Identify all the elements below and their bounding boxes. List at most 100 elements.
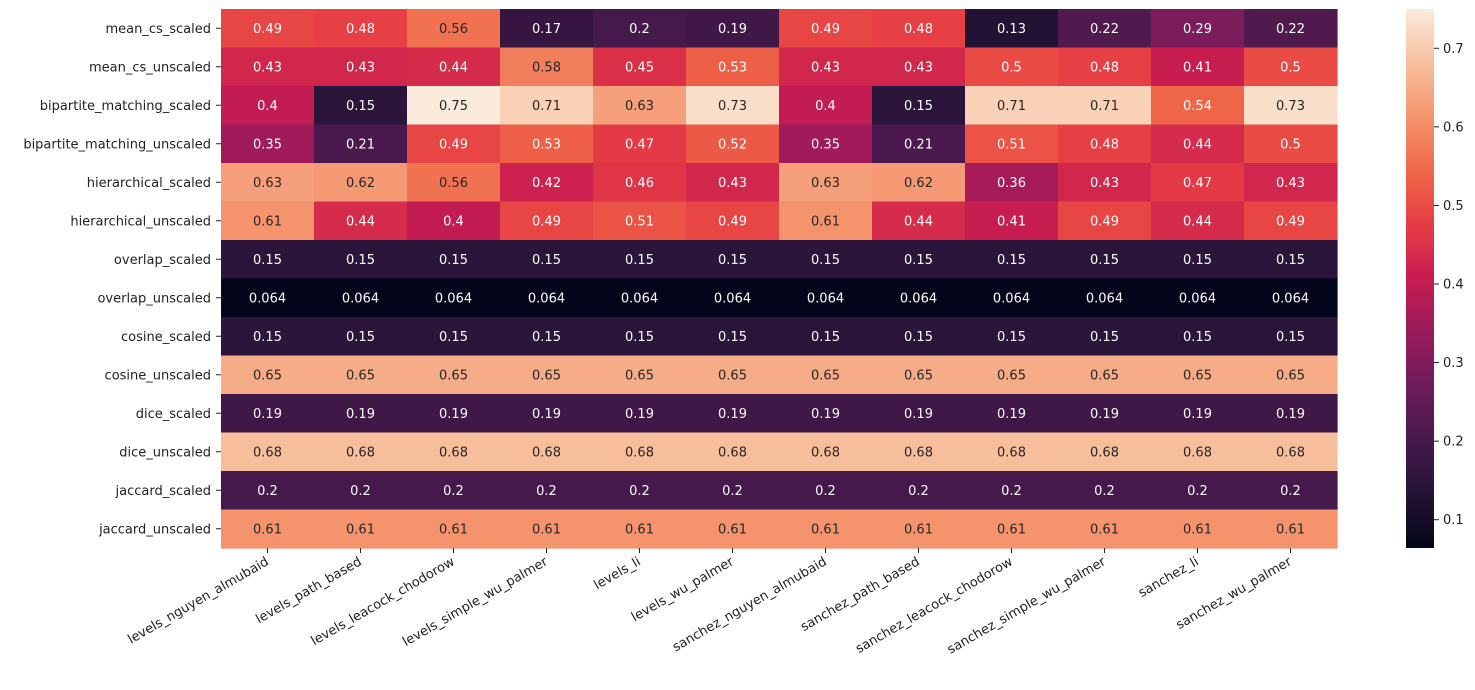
cell-value-label: 0.15 [1090,253,1119,268]
heatmap-cell [965,47,1059,87]
cell-value-label: 0.58 [532,60,561,75]
cell-value-label: 0.15 [625,253,654,268]
cell-value-label: 0.17 [532,22,561,37]
row-label: hierarchical_scaled [87,176,211,191]
heatmap-cell [314,471,408,511]
heatmap-cell [221,317,315,357]
heatmap-cell [779,509,873,549]
heatmap-cell [1058,163,1152,203]
cell-value-label: 0.65 [718,368,747,383]
cell-value-label: 0.51 [625,214,654,229]
column-label: levels_li [591,554,643,593]
cell-value-label: 0.53 [532,137,561,152]
row-label: overlap_unscaled [97,291,211,306]
column-labels: levels_nguyen_almubaidlevels_path_basedl… [126,548,1295,658]
row-label: hierarchical_unscaled [70,214,211,229]
cell-value-label: 0.61 [346,522,375,537]
heatmap-cell [872,240,966,280]
heatmap-cell [1244,47,1338,87]
cell-value-label: 0.15 [439,253,468,268]
heatmap-cell [779,86,873,126]
heatmap-cell [500,432,594,472]
heatmap-cell [1244,509,1338,549]
heatmap-cell [407,394,501,434]
cell-value-label: 0.61 [253,522,282,537]
heatmap-cell [1058,355,1152,395]
cell-value-label: 0.22 [1090,22,1119,37]
cell-value-label: 0.064 [1272,291,1309,306]
cell-value-label: 0.4 [443,214,464,229]
heatmap-cell [407,9,501,49]
heatmap-cell [1244,240,1338,280]
heatmap-cell [965,86,1059,126]
heatmap-cell [872,201,966,241]
cell-value-label: 0.47 [1183,176,1212,191]
cell-value-label: 0.15 [904,330,933,345]
cell-value-label: 0.064 [900,291,937,306]
cell-value-label: 0.2 [629,484,650,499]
heatmap-cell [221,47,315,87]
cell-value-label: 0.4 [815,99,836,114]
cell-value-label: 0.68 [532,445,561,460]
row-labels: mean_cs_scaled mean_cs_unscaled bipartite_… [23,22,221,537]
cell-value-label: 0.45 [625,60,654,75]
cell-value-label: 0.65 [625,368,654,383]
heatmap-cell [1244,432,1338,472]
colorbar-tick-label: 0.7 [1443,42,1464,57]
cell-value-label: 0.2 [908,484,929,499]
cell-value-label: 0.064 [1179,291,1216,306]
heatmap-cell [1151,47,1245,87]
cell-value-label: 0.15 [811,330,840,345]
cell-value-label: 0.56 [439,176,468,191]
heatmap-cell [1058,201,1152,241]
cell-value-label: 0.15 [718,330,747,345]
column-label: sanchez_li [1136,554,1201,600]
cell-value-label: 0.2 [257,484,278,499]
heatmap-cell [593,47,687,87]
heatmap-cell [965,394,1059,434]
heatmap-cell [593,355,687,395]
column-label: sanchez_simple_wu_palmer [945,554,1109,657]
heatmap-cell [500,471,594,511]
heatmap-cell [686,394,780,434]
cell-value-label: 0.48 [1090,137,1119,152]
cell-value-label: 0.21 [346,137,375,152]
cell-value-label: 0.19 [904,407,933,422]
column-label: sanchez_nguyen_almubaid [670,554,829,655]
heatmap-cell [779,47,873,87]
heatmap-cell [872,471,966,511]
heatmap-cell [221,201,315,241]
cell-value-label: 0.43 [718,176,747,191]
heatmap-cell [500,240,594,280]
heatmap-cell [1244,86,1338,126]
heatmap-cell [779,9,873,49]
cell-value-label: 0.51 [997,137,1026,152]
heatmap-cell [500,394,594,434]
cell-value-label: 0.2 [629,22,650,37]
cell-value-label: 0.064 [714,291,751,306]
cell-value-label: 0.064 [621,291,658,306]
cell-value-label: 0.15 [346,330,375,345]
cell-value-label: 0.19 [718,22,747,37]
cell-value-label: 0.44 [346,214,375,229]
cell-value-label: 0.61 [811,214,840,229]
cell-value-label: 0.68 [1090,445,1119,460]
heatmap-cell [407,124,501,164]
heatmap-cell [593,86,687,126]
heatmap-cell [965,201,1059,241]
cell-value-label: 0.63 [253,176,282,191]
row-label: bipartite_matching_scaled [40,99,211,114]
row-label: mean_cs_scaled [105,22,211,37]
cell-value-label: 0.65 [904,368,933,383]
cell-value-label: 0.52 [718,137,747,152]
cell-value-label: 0.61 [1276,522,1305,537]
heatmap-cell [593,201,687,241]
cell-value-label: 0.68 [1276,445,1305,460]
heatmap-cell [779,124,873,164]
heatmap-cell [872,124,966,164]
cell-value-label: 0.19 [346,407,375,422]
cell-value-label: 0.43 [1276,176,1305,191]
cell-value-label: 0.71 [1090,99,1119,114]
heatmap-cell [593,509,687,549]
cell-value-label: 0.29 [1183,22,1212,37]
